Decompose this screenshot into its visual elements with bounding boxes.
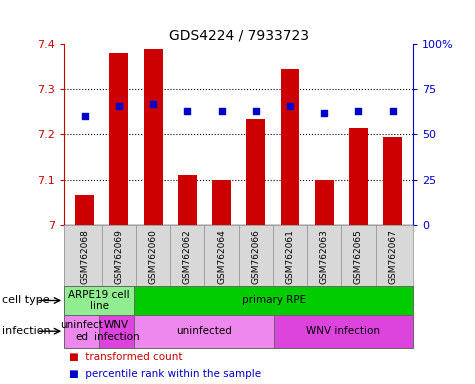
Bar: [109, 53, 128, 225]
Bar: [315, 180, 333, 225]
Bar: [349, 127, 368, 225]
Bar: [247, 119, 265, 225]
Bar: [178, 175, 197, 225]
Point: [115, 103, 123, 109]
Bar: [134, 315, 274, 348]
Bar: [212, 180, 231, 225]
Text: uninfected: uninfected: [176, 326, 232, 336]
Point: [321, 110, 328, 116]
Bar: [281, 69, 299, 225]
Bar: [64, 315, 99, 348]
Text: WNV
infection: WNV infection: [94, 320, 139, 342]
Text: infection: infection: [2, 326, 51, 336]
Bar: [274, 315, 413, 348]
Bar: [383, 137, 402, 225]
Point: [81, 113, 88, 119]
Text: GSM762066: GSM762066: [251, 230, 260, 285]
Bar: [144, 49, 162, 225]
Text: GSM762069: GSM762069: [114, 230, 124, 285]
Point: [389, 108, 397, 114]
Point: [183, 108, 191, 114]
Text: GSM762062: GSM762062: [183, 230, 192, 284]
Point: [286, 103, 294, 109]
Text: GSM762067: GSM762067: [388, 230, 397, 285]
Text: GSM762061: GSM762061: [285, 230, 294, 285]
Text: GSM762064: GSM762064: [217, 230, 226, 284]
Bar: [75, 195, 94, 225]
Point: [149, 101, 157, 107]
Text: GSM762063: GSM762063: [320, 230, 329, 285]
Bar: [64, 286, 134, 315]
Text: GSM762060: GSM762060: [149, 230, 158, 285]
Text: ■  percentile rank within the sample: ■ percentile rank within the sample: [69, 369, 261, 379]
Text: uninfect
ed: uninfect ed: [60, 320, 103, 342]
Point: [218, 108, 225, 114]
Text: GSM762065: GSM762065: [354, 230, 363, 285]
Point: [355, 108, 362, 114]
Point: [252, 108, 260, 114]
Text: ■  transformed count: ■ transformed count: [69, 352, 182, 362]
Text: cell type: cell type: [2, 295, 50, 306]
Bar: [134, 286, 413, 315]
Title: GDS4224 / 7933723: GDS4224 / 7933723: [169, 29, 309, 43]
Text: GSM762068: GSM762068: [80, 230, 89, 285]
Text: WNV infection: WNV infection: [306, 326, 380, 336]
Bar: [99, 315, 134, 348]
Text: ARPE19 cell
line: ARPE19 cell line: [68, 290, 130, 311]
Text: primary RPE: primary RPE: [242, 295, 306, 306]
